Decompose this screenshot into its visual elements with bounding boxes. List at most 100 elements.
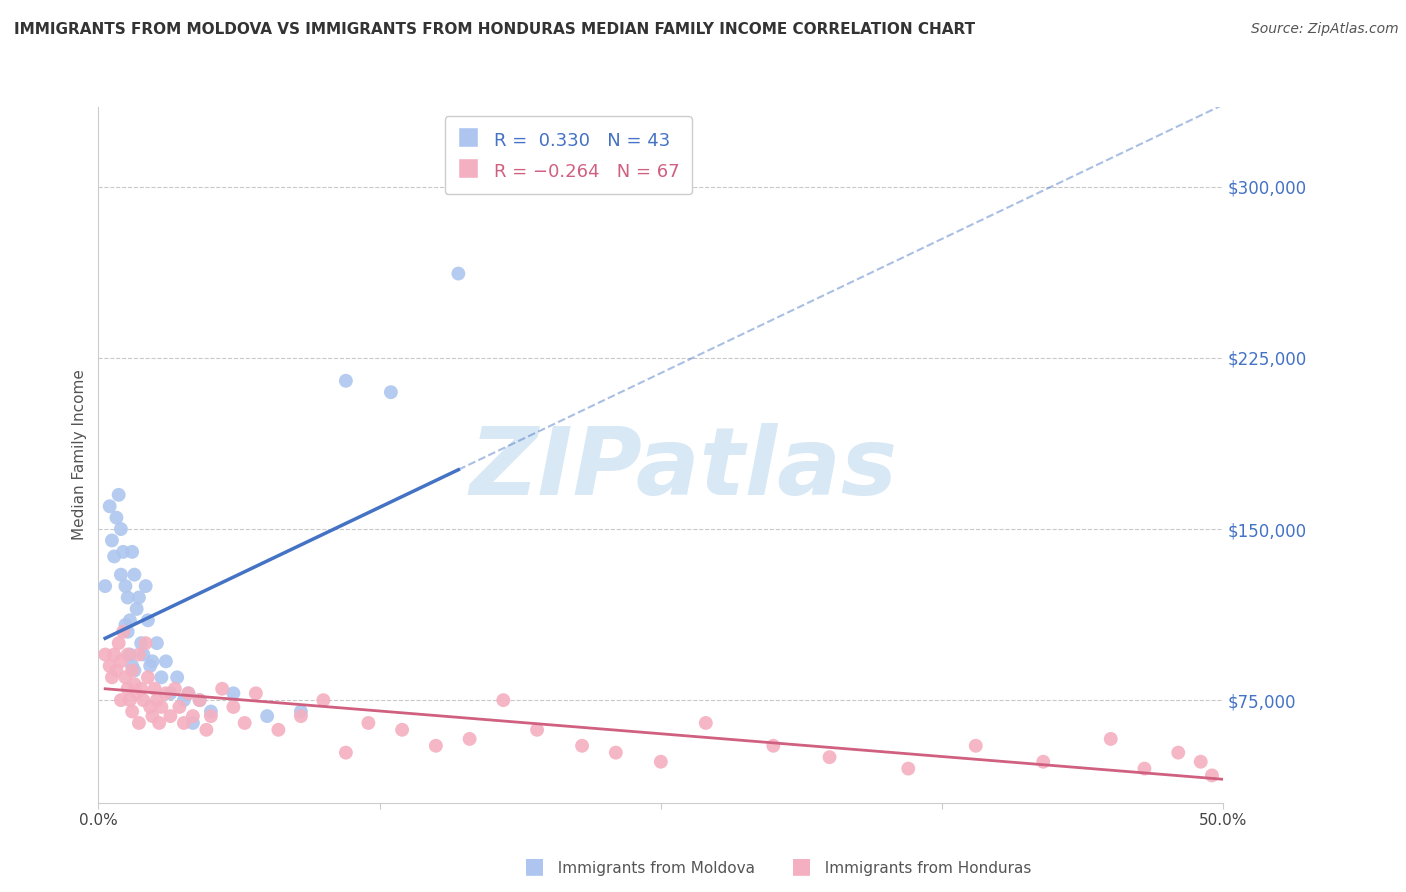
Point [245,686,267,700]
Point [233,715,256,730]
Point [173,715,195,730]
Text: ■: ■ [524,856,544,876]
Point [335,746,357,760]
Point [114,670,136,684]
Point [94,579,117,593]
Point [135,579,157,593]
Text: Immigrants from Moldova: Immigrants from Moldova [548,861,755,876]
Point [159,686,181,700]
Point [135,636,157,650]
Point [173,693,195,707]
Y-axis label: Median Family Income: Median Family Income [72,369,87,541]
Point [181,715,204,730]
Point [148,715,170,730]
Point [222,700,245,714]
Point [290,709,312,723]
Legend: R =  0.330   N = 43, R = −0.264   N = 67: R = 0.330 N = 43, R = −0.264 N = 67 [444,116,692,194]
Point [200,709,222,723]
Point [132,693,155,707]
Point [114,618,136,632]
Point [150,670,173,684]
Point [117,591,139,605]
Point [118,613,141,627]
Point [121,705,143,719]
Point [121,664,143,678]
Point [107,636,129,650]
Point [605,746,627,760]
Point [101,670,124,684]
Point [256,709,278,723]
Point [526,723,548,737]
Point [357,715,380,730]
Point [965,739,987,753]
Point [105,510,128,524]
Point [128,591,150,605]
Point [98,500,121,514]
Point [124,567,146,582]
Point [380,385,402,400]
Point [124,677,146,691]
Point [312,693,335,707]
Point [136,613,159,627]
Point [195,723,218,737]
Point [222,686,245,700]
Point [169,700,191,714]
Point [110,567,132,582]
Point [1167,746,1189,760]
Point [121,545,143,559]
Point [117,681,139,696]
Point [110,693,132,707]
Point [181,709,204,723]
Point [125,686,148,700]
Point [103,549,125,564]
Point [129,681,152,696]
Point [1099,731,1122,746]
Point [139,700,162,714]
Point [141,654,163,668]
Point [101,533,124,548]
Point [143,681,166,696]
Point [1032,755,1054,769]
Point [290,705,312,719]
Point [117,624,139,639]
Text: Source: ZipAtlas.com: Source: ZipAtlas.com [1251,22,1399,37]
Point [146,636,169,650]
Point [458,731,481,746]
Text: Immigrants from Honduras: Immigrants from Honduras [815,861,1032,876]
Point [139,659,162,673]
Point [128,648,150,662]
Point [112,624,135,639]
Point [107,488,129,502]
Point [695,715,717,730]
Point [267,723,290,737]
Point [200,705,222,719]
Point [150,700,173,714]
Point [141,709,163,723]
Point [211,681,233,696]
Point [188,693,211,707]
Point [105,664,128,678]
Point [110,654,132,668]
Point [132,648,155,662]
Point [163,681,186,696]
Point [112,545,135,559]
Point [98,659,121,673]
Point [1201,768,1223,782]
Point [159,709,181,723]
Point [818,750,841,764]
Point [155,686,177,700]
Point [121,659,143,673]
Point [447,267,470,281]
Point [166,670,188,684]
Point [136,670,159,684]
Point [650,755,672,769]
Point [128,715,150,730]
Point [125,602,148,616]
Point [118,693,141,707]
Point [391,723,413,737]
Point [124,664,146,678]
Text: ■: ■ [792,856,811,876]
Point [114,579,136,593]
Point [103,648,125,662]
Point [118,648,141,662]
